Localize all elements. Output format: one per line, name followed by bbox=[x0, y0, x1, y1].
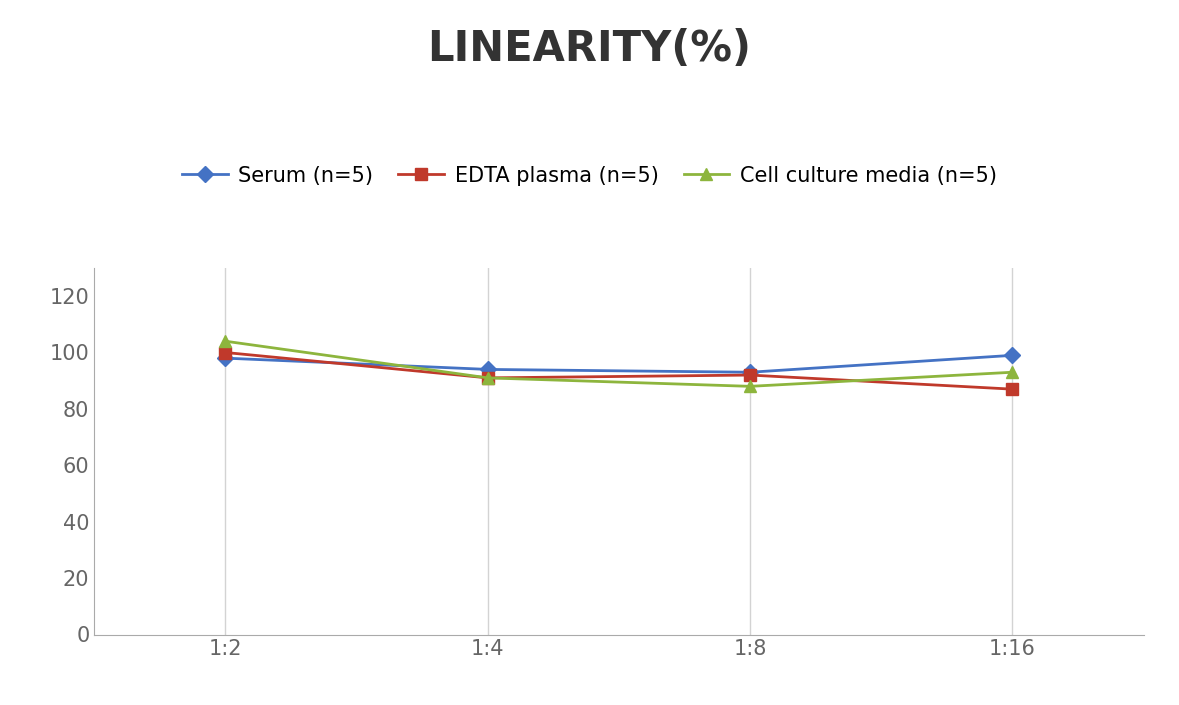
Line: Cell culture media (n=5): Cell culture media (n=5) bbox=[219, 335, 1019, 393]
Serum (n=5) bbox=[218, 354, 232, 362]
EDTA plasma (n=5) bbox=[218, 348, 232, 357]
EDTA plasma (n=5) bbox=[481, 374, 495, 382]
Serum (n=5) bbox=[481, 365, 495, 374]
Line: EDTA plasma (n=5): EDTA plasma (n=5) bbox=[220, 347, 1017, 395]
Cell culture media (n=5) bbox=[743, 382, 757, 391]
Legend: Serum (n=5), EDTA plasma (n=5), Cell culture media (n=5): Serum (n=5), EDTA plasma (n=5), Cell cul… bbox=[183, 166, 996, 185]
Cell culture media (n=5) bbox=[218, 337, 232, 345]
EDTA plasma (n=5) bbox=[1006, 385, 1020, 393]
Line: Serum (n=5): Serum (n=5) bbox=[220, 350, 1017, 378]
Serum (n=5) bbox=[743, 368, 757, 376]
Cell culture media (n=5) bbox=[1006, 368, 1020, 376]
EDTA plasma (n=5) bbox=[743, 371, 757, 379]
Cell culture media (n=5) bbox=[481, 374, 495, 382]
Serum (n=5) bbox=[1006, 351, 1020, 360]
Text: LINEARITY(%): LINEARITY(%) bbox=[428, 28, 751, 70]
